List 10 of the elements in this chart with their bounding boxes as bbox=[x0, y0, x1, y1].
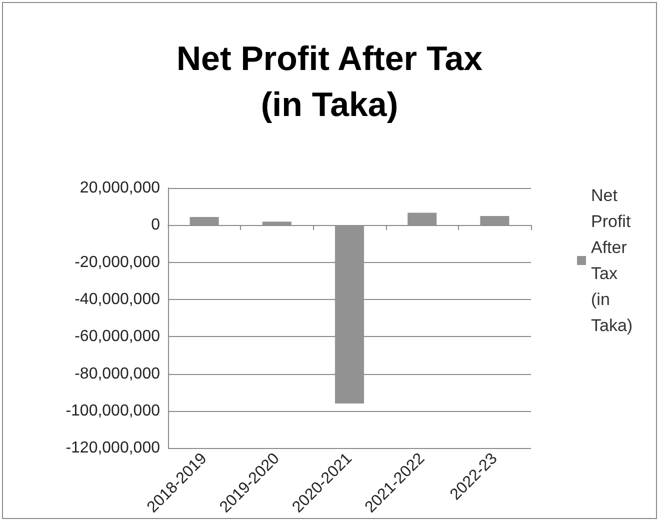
y-tick-label: 20,000,000 bbox=[80, 180, 160, 196]
y-tick-label: -100,000,000 bbox=[66, 402, 160, 420]
legend-label: Net Profit After Tax (in Taka) bbox=[591, 186, 636, 335]
y-tick-label: -20,000,000 bbox=[74, 254, 160, 271]
y-tick-label: 0 bbox=[151, 216, 160, 234]
chart-title: Net Profit After Tax (in Taka) bbox=[176, 40, 483, 124]
y-tick-label: -80,000,000 bbox=[74, 365, 160, 382]
y-tick-label: -60,000,000 bbox=[74, 328, 160, 346]
y-tick-label: -40,000,000 bbox=[74, 290, 160, 308]
y-tick-label: -120,000,000 bbox=[66, 440, 160, 457]
